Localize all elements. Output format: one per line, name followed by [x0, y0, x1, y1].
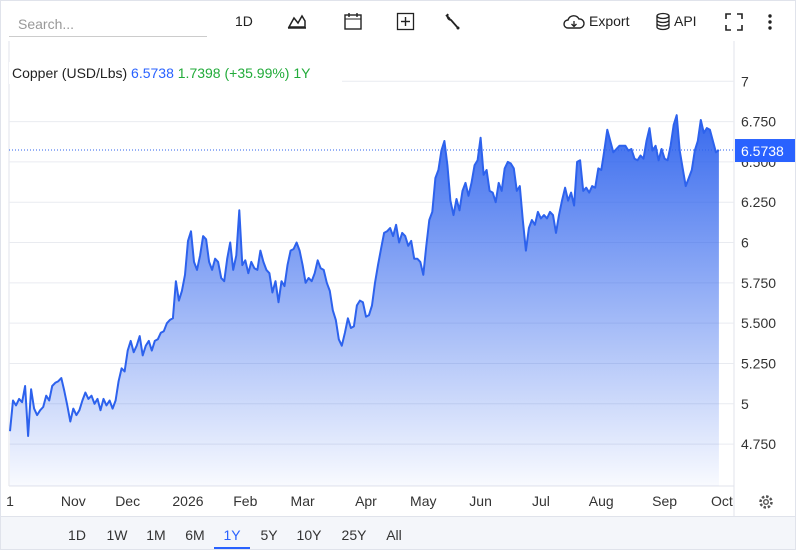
- x-tick-label: 2026: [172, 493, 203, 509]
- range-button[interactable]: All: [386, 527, 402, 543]
- menu-icon[interactable]: [766, 13, 774, 31]
- compare-icon[interactable]: [396, 12, 416, 32]
- y-tick-label: 7: [741, 73, 749, 89]
- last-price: 6.5738: [131, 65, 174, 81]
- x-tick-label: Apr: [355, 493, 377, 509]
- chart: 4.75055.2505.5005.75066.2506.5006.75071N…: [6, 41, 795, 516]
- x-tick-label: Oct: [711, 493, 733, 509]
- export-icon[interactable]: [563, 13, 585, 31]
- last-price-label: 6.5738: [741, 143, 784, 159]
- interval-button[interactable]: 1D: [235, 13, 253, 29]
- change-pct: (+35.99%): [224, 65, 290, 81]
- y-tick-label: 5.250: [741, 355, 776, 371]
- search-input[interactable]: Search...: [9, 11, 207, 37]
- api-button[interactable]: API: [674, 13, 697, 29]
- area-fill: [10, 115, 719, 486]
- x-tick-label: Jul: [532, 493, 550, 509]
- range-bar: 1D 1W 1M 6M 1Y 5Y 10Y 25Y All: [1, 516, 795, 549]
- range-button[interactable]: 1D: [68, 527, 86, 543]
- range-button[interactable]: 10Y: [296, 527, 322, 543]
- export-button[interactable]: Export: [589, 13, 630, 29]
- x-tick-label: Aug: [589, 493, 614, 509]
- chart-type-icon[interactable]: [287, 12, 307, 30]
- range-button[interactable]: 1M: [146, 527, 166, 543]
- x-tick-label: Feb: [233, 493, 257, 509]
- x-tick-label: Jun: [469, 493, 492, 509]
- range-button[interactable]: 6M: [185, 527, 205, 543]
- x-tick-label: Mar: [291, 493, 315, 509]
- range-button[interactable]: 5Y: [260, 527, 278, 543]
- range-button[interactable]: 1W: [106, 527, 128, 543]
- range-button[interactable]: 1Y: [214, 527, 250, 549]
- price-line: [9, 114, 720, 437]
- last-price-tag: [735, 139, 795, 163]
- y-tick-label: 6: [741, 235, 749, 251]
- y-tick-label: 5: [741, 396, 749, 412]
- period: 1Y: [293, 65, 311, 81]
- y-tick-label: 5.750: [741, 275, 776, 291]
- x-tick-label: Sep: [652, 493, 677, 509]
- calendar-icon[interactable]: [343, 11, 363, 31]
- x-tick-label: May: [410, 493, 436, 509]
- tools-icon[interactable]: [443, 12, 461, 32]
- x-tick-label: Dec: [115, 493, 140, 509]
- y-tick-label: 6.750: [741, 114, 776, 130]
- symbol-name: Copper (USD/Lbs): [12, 65, 128, 81]
- range-button[interactable]: 25Y: [341, 527, 367, 543]
- x-tick-label: 1: [6, 493, 14, 509]
- api-icon[interactable]: [655, 12, 671, 32]
- legend: Copper (USD/Lbs) 6.5738 1.7398 (+35.99%)…: [9, 62, 342, 84]
- y-tick-label: 5.500: [741, 315, 776, 331]
- toolbar: Search... 1D Export API: [1, 1, 795, 41]
- y-tick-label: 4.750: [741, 436, 776, 452]
- x-tick-label: Nov: [61, 493, 86, 509]
- settings-icon[interactable]: [759, 495, 773, 509]
- y-tick-label: 6.250: [741, 194, 776, 210]
- change: 1.7398: [177, 65, 221, 81]
- fullscreen-icon[interactable]: [725, 13, 743, 31]
